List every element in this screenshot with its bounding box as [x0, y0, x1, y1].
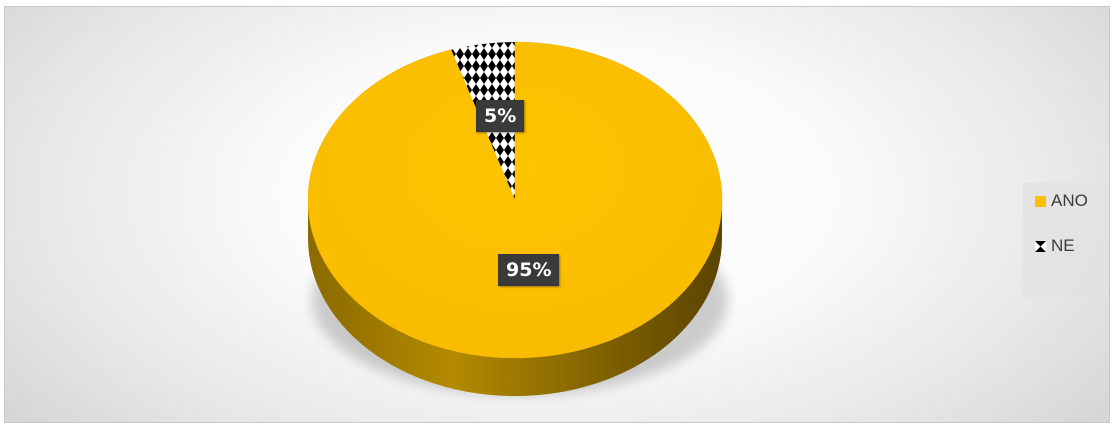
legend: ANO NE [1023, 183, 1108, 297]
data-label-ne: 5% [476, 100, 525, 132]
data-label-ano: 95% [498, 254, 560, 286]
pie-side-wall [308, 200, 722, 396]
legend-label-ne: NE [1051, 236, 1075, 255]
legend-label-ano: ANO [1051, 191, 1088, 210]
legend-item-ne: NE [1035, 236, 1075, 256]
legend-swatch-ne [1035, 240, 1046, 252]
pie-slice-ano [307, 41, 723, 359]
pie-side-group [308, 200, 722, 396]
legend-swatch-ano [1035, 195, 1046, 207]
pie-top-group [307, 41, 723, 359]
legend-item-ano: ANO [1035, 191, 1088, 211]
